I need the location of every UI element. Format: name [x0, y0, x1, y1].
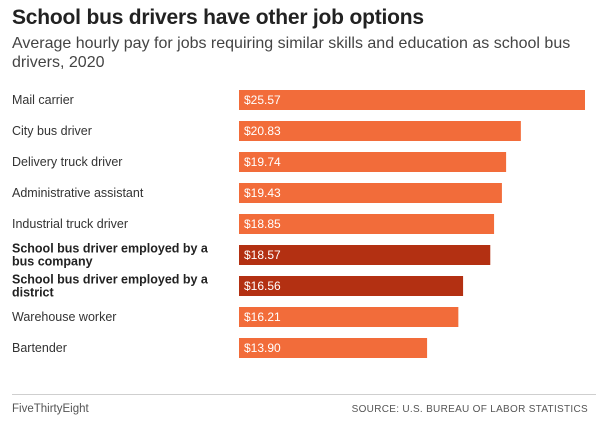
- bar: [239, 338, 428, 358]
- category-label: Warehouse worker: [12, 310, 116, 324]
- bar: [239, 90, 585, 110]
- source-label: SOURCE: U.S. BUREAU OF LABOR STATISTICS: [351, 404, 588, 415]
- category-label: Bartender: [12, 341, 67, 355]
- chart-title: School bus drivers have other job option…: [12, 6, 424, 29]
- bar-value-label: $20.83: [244, 124, 281, 138]
- bar-value-label: $25.57: [244, 93, 281, 107]
- category-label: City bus driver: [12, 124, 92, 138]
- bar-value-label: $18.85: [244, 217, 281, 231]
- bar: [239, 183, 502, 203]
- category-label: Mail carrier: [12, 93, 74, 107]
- highlighted-bar: [239, 276, 464, 296]
- category-label: Administrative assistant: [12, 186, 144, 200]
- bar-value-label: $19.74: [244, 155, 281, 169]
- bar: [239, 121, 521, 141]
- category-label: School bus driver employed by a bus compa…: [12, 242, 209, 269]
- category-label: Delivery truck driver: [12, 155, 122, 169]
- bar: [239, 307, 459, 327]
- bar-value-label: $13.90: [244, 341, 281, 355]
- brand-label: FiveThirtyEight: [12, 403, 89, 415]
- bar-value-label: $16.21: [244, 310, 281, 324]
- footer-divider: [12, 394, 596, 395]
- category-label: Industrial truck driver: [12, 217, 128, 231]
- bar-value-label: $16.56: [244, 279, 281, 293]
- bar: [239, 214, 495, 234]
- bar-value-label: $18.57: [244, 248, 281, 262]
- highlighted-bar: [239, 245, 491, 265]
- chart-subtitle: Average hourly pay for jobs requiring si…: [12, 35, 571, 71]
- bar: [239, 152, 507, 172]
- category-label: School bus driver employed by a district: [12, 273, 209, 300]
- bar-value-label: $19.43: [244, 186, 281, 200]
